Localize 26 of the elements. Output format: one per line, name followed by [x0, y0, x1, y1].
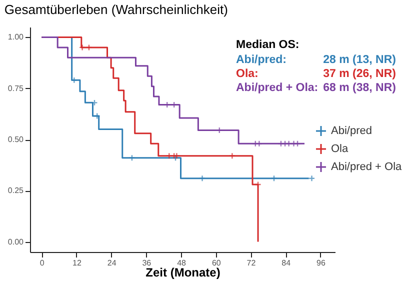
legend-label: Abi/pred + Ola: [331, 161, 403, 173]
annotation: Abi/pred + Ola:: [236, 82, 318, 94]
legend-label: Abi/pred: [331, 125, 372, 137]
chart-title: Gesamtüberleben (Wahrscheinlichkeit): [4, 2, 228, 17]
annotation: Ola:: [236, 68, 258, 80]
annotation: 28 m (13, NR): [323, 54, 396, 66]
x-tick-label: 60: [212, 258, 222, 268]
y-tick-label: 0.00: [8, 237, 24, 246]
x-axis-title: Zeit (Monate): [146, 266, 220, 280]
y-tick-label: 0.25: [8, 186, 24, 196]
x-tick-label: 96: [316, 258, 326, 268]
annotation: Abi/pred:: [236, 54, 286, 66]
legend-label: Ola: [331, 143, 349, 155]
annotation: 37 m (26, NR): [323, 68, 396, 80]
x-tick-label: 12: [72, 258, 82, 268]
x-tick-label: 0: [40, 258, 45, 268]
annotation: Median OS:: [236, 39, 300, 51]
x-tick-label: 84: [282, 258, 292, 268]
annotation: 68 m (38, NR): [323, 82, 396, 94]
x-tick-label: 48: [177, 258, 187, 268]
x-tick-label: 36: [142, 258, 152, 268]
x-tick-label: 24: [107, 258, 117, 268]
x-tick-label: 72: [246, 258, 256, 268]
y-tick-label: 0.75: [8, 84, 24, 93]
y-tick-label: 0.50: [8, 135, 24, 144]
y-tick-label: 1.00: [8, 32, 24, 42]
